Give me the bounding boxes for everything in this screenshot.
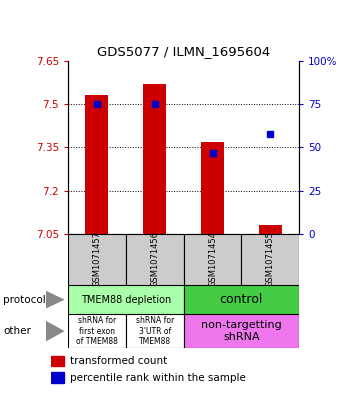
Text: TMEM88 depletion: TMEM88 depletion (81, 295, 171, 305)
Polygon shape (46, 291, 65, 309)
Text: shRNA for
first exon
of TMEM88: shRNA for first exon of TMEM88 (76, 316, 118, 346)
Bar (68, 314, 126, 348)
Text: other: other (3, 326, 31, 336)
Text: percentile rank within the sample: percentile rank within the sample (70, 373, 246, 383)
Text: shRNA for
3'UTR of
TMEM88: shRNA for 3'UTR of TMEM88 (136, 316, 174, 346)
Bar (201, 141, 224, 234)
Text: GSM1071454: GSM1071454 (208, 231, 217, 287)
Bar (51, 356, 64, 366)
Text: GSM1071456: GSM1071456 (150, 231, 159, 287)
Bar (241, 234, 299, 285)
Polygon shape (46, 321, 65, 342)
Text: control: control (220, 293, 263, 306)
Title: GDS5077 / ILMN_1695604: GDS5077 / ILMN_1695604 (97, 45, 270, 58)
Text: protocol: protocol (3, 295, 46, 305)
Text: non-targetting
shRNA: non-targetting shRNA (201, 320, 282, 342)
Text: GSM1071455: GSM1071455 (266, 231, 275, 287)
Bar (68, 234, 126, 285)
Bar (184, 314, 299, 348)
Bar (143, 84, 166, 234)
Text: transformed count: transformed count (70, 356, 167, 366)
Bar (68, 285, 184, 314)
Bar (184, 285, 299, 314)
Bar (126, 314, 184, 348)
Bar (51, 373, 64, 383)
Bar (184, 234, 241, 285)
Bar (259, 225, 282, 234)
Text: GSM1071457: GSM1071457 (92, 231, 101, 287)
Bar (126, 234, 184, 285)
Bar (85, 95, 108, 234)
